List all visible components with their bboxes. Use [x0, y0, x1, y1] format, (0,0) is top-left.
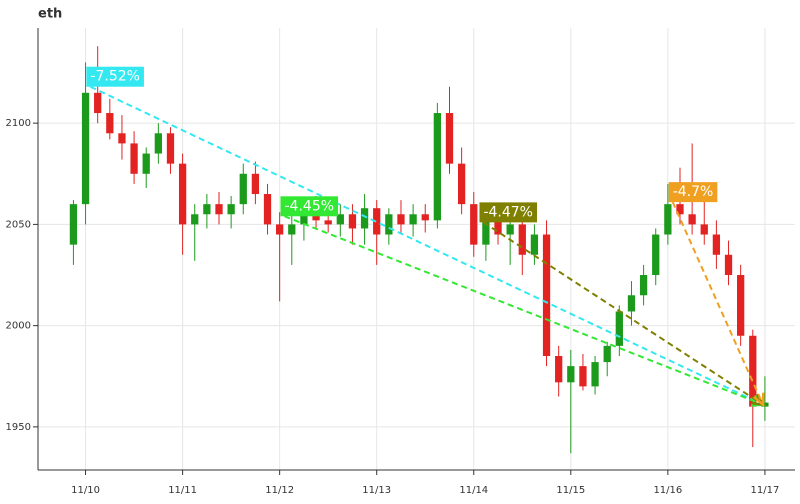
x-tick-label: 11/11 — [168, 485, 197, 496]
y-tick-label: 2000 — [6, 321, 31, 332]
candle-body — [215, 204, 223, 215]
candle-body — [761, 402, 769, 407]
y-tick-label: 2050 — [6, 219, 31, 230]
annotation-box — [86, 66, 144, 87]
candle-body — [154, 133, 162, 154]
annotation-box — [668, 182, 718, 203]
y-tick-label: 2100 — [6, 118, 31, 129]
candle-body — [652, 234, 660, 276]
arrow-head — [752, 392, 765, 408]
candle-body — [457, 163, 466, 205]
candle-body — [542, 234, 551, 357]
candle-body — [603, 345, 611, 363]
candle-body — [567, 366, 575, 383]
candle-body — [288, 224, 296, 235]
candle-body — [421, 214, 429, 221]
trend-line — [89, 85, 764, 406]
candle-body — [700, 224, 708, 235]
candle-body — [81, 92, 90, 205]
annotation-label: -4.7% — [673, 184, 714, 200]
annotation-label: -4.45% — [285, 198, 335, 214]
candle-body — [239, 173, 247, 205]
candle-body — [385, 214, 393, 235]
candle-body — [591, 362, 599, 387]
candle-body — [555, 356, 563, 383]
annotation-box — [280, 196, 339, 217]
candle-body — [639, 275, 648, 296]
candle-body — [615, 311, 623, 346]
chart-title: eth — [38, 7, 62, 22]
candle-body — [251, 173, 260, 195]
trend-line — [284, 215, 764, 406]
candle-body — [445, 113, 454, 164]
candle-body — [494, 220, 502, 235]
candle-body — [203, 204, 211, 215]
candle-body — [506, 224, 514, 235]
candle-body — [397, 214, 405, 225]
x-tick-label: 11/17 — [751, 485, 780, 496]
x-tick-label: 11/15 — [556, 485, 585, 496]
x-tick-label: 11/16 — [653, 485, 682, 496]
candle-body — [142, 153, 150, 174]
candle-body — [166, 133, 175, 164]
candle-body — [676, 204, 684, 215]
x-tick-label: 11/13 — [362, 485, 391, 496]
candle-body — [191, 214, 199, 225]
annotation: -4.7% — [668, 182, 718, 203]
candle-body — [130, 143, 138, 174]
candle-body — [118, 133, 126, 144]
candle-body — [360, 208, 369, 229]
candle-body — [530, 234, 539, 255]
y-tick-label: 1950 — [6, 422, 31, 433]
candle-body — [69, 204, 78, 245]
candle-body — [470, 204, 478, 245]
candle-body — [263, 194, 272, 225]
x-tick-label: 11/10 — [71, 485, 100, 496]
candle-body — [336, 214, 344, 225]
candle-body — [664, 204, 672, 235]
trend-line — [482, 221, 764, 406]
candle-body — [579, 366, 587, 387]
annotation: -7.52% — [86, 66, 144, 87]
candle-body — [324, 220, 332, 225]
candle-body — [276, 224, 284, 235]
annotation: -4.45% — [280, 196, 339, 217]
annotation-label: -7.52% — [90, 69, 140, 85]
candle-body — [737, 275, 745, 336]
candle-body — [433, 113, 442, 221]
candle-body — [94, 92, 102, 114]
annotation-box — [479, 202, 537, 223]
candle-body — [409, 214, 417, 225]
candle-body — [724, 254, 733, 276]
trend-line — [671, 201, 764, 406]
candle-body — [518, 224, 526, 255]
candle-body — [348, 214, 357, 229]
annotation: -4.47% — [479, 202, 537, 223]
annotation-label: -4.47% — [483, 204, 533, 220]
candle-body — [373, 208, 381, 235]
candle-body — [106, 113, 114, 134]
candle-body — [688, 214, 696, 225]
candle-body — [749, 335, 757, 407]
candle-body — [712, 234, 721, 255]
x-tick-label: 11/12 — [265, 485, 294, 496]
candle-body — [627, 295, 636, 312]
candle-body — [227, 204, 235, 215]
x-tick-label: 11/14 — [459, 485, 488, 496]
candle-body — [178, 163, 187, 225]
candle-body — [482, 220, 490, 245]
